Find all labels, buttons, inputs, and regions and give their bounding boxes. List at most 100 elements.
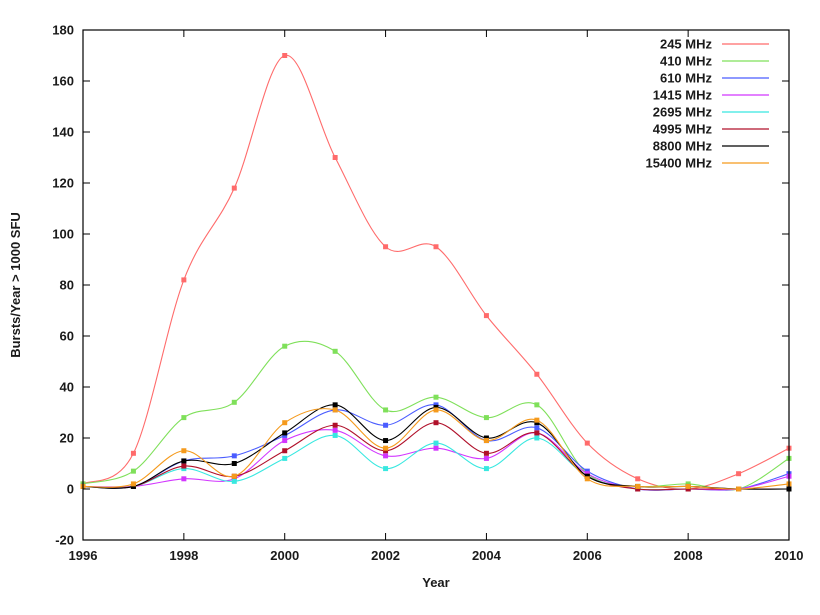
data-point [181,466,187,472]
data-point [483,466,489,472]
data-point [534,402,540,408]
x-tick-label: 1998 [169,548,198,563]
data-point [383,445,389,451]
data-point [383,453,389,459]
y-axis-title: Bursts/Year > 1000 SFU [8,212,23,358]
data-point [130,468,136,474]
data-point [433,407,439,413]
data-point [332,432,338,438]
data-point [181,448,187,454]
data-point [282,420,288,426]
data-point [685,486,691,492]
legend-label: 4995 MHz [653,122,713,137]
data-point [685,483,691,489]
data-point [332,155,338,160]
data-point [383,422,389,428]
data-point [483,455,489,461]
series-15400-mhz [80,407,792,492]
x-tick-label: 2010 [775,548,804,563]
y-tick-label: 60 [60,329,74,344]
data-point [534,371,540,377]
data-point [282,430,288,436]
data-point [584,471,590,477]
data-point [584,468,590,474]
x-tick-label: 2004 [472,548,502,563]
data-point [635,483,641,489]
data-point [231,476,237,482]
data-point [584,440,590,446]
data-point [483,435,489,441]
data-point [282,455,288,461]
x-tick-label: 2000 [270,548,299,563]
data-point [130,483,136,489]
data-point [736,486,742,492]
data-point [383,244,389,250]
data-point [231,399,237,405]
data-point [282,343,288,349]
y-tick-label: 0 [67,482,74,497]
y-tick-label: 80 [60,278,74,293]
y-tick-label: 160 [52,74,74,89]
data-point [433,420,439,426]
legend-label: 610 MHz [660,71,713,86]
data-point [383,448,389,454]
data-point [736,471,742,477]
data-point [383,407,389,413]
data-point [231,473,237,479]
y-tick-label: 20 [60,431,74,446]
x-tick-label: 2008 [674,548,703,563]
data-point [483,438,489,444]
data-point [685,481,691,487]
x-tick-label: 2002 [371,548,400,563]
data-point [130,450,136,456]
data-point [332,427,338,433]
legend-label: 245 MHz [660,37,713,52]
legend-label: 8800 MHz [653,139,713,154]
y-tick-label: 140 [52,125,74,140]
data-point [383,438,389,444]
data-point [635,486,641,492]
data-point [534,430,540,436]
data-point [433,244,439,250]
data-point [584,473,590,479]
data-point [332,402,338,408]
legend: 245 MHz 410 MHz 610 MHz 1415 MHz 2695 MHz 499… [646,37,769,171]
legend-label: 410 MHz [660,54,713,69]
data-point [282,432,288,438]
data-point [584,476,590,482]
data-point [181,415,187,421]
data-point [433,402,439,408]
data-point [231,185,237,191]
legend-label: 15400 MHz [646,156,713,171]
data-point [433,440,439,446]
data-point [231,453,237,459]
data-point [282,53,288,58]
data-point [231,461,237,466]
data-point [282,448,288,454]
y-tick-label: 180 [52,23,74,38]
data-point [181,277,187,283]
data-point [282,438,288,444]
data-point [332,407,338,413]
y-tick-label: 120 [52,176,74,191]
data-point [332,348,338,354]
y-tick-label: 40 [60,380,74,395]
data-point [181,476,187,482]
x-tick-label: 2006 [573,548,602,563]
axis-ticks: 1996 1998 2000 2002 2004 2006 2008 2010 -20 0 20 40… [52,23,803,564]
x-axis-title: Year [422,575,449,590]
data-point [383,466,389,472]
data-point [534,417,540,423]
y-tick-label: 100 [52,227,74,242]
data-point [483,450,489,456]
data-point [483,313,489,319]
data-point [231,478,237,484]
legend-label: 1415 MHz [653,88,713,103]
data-point [534,420,540,426]
data-point [534,435,540,441]
data-point [534,425,540,431]
data-point [635,476,641,482]
data-point [433,445,439,451]
